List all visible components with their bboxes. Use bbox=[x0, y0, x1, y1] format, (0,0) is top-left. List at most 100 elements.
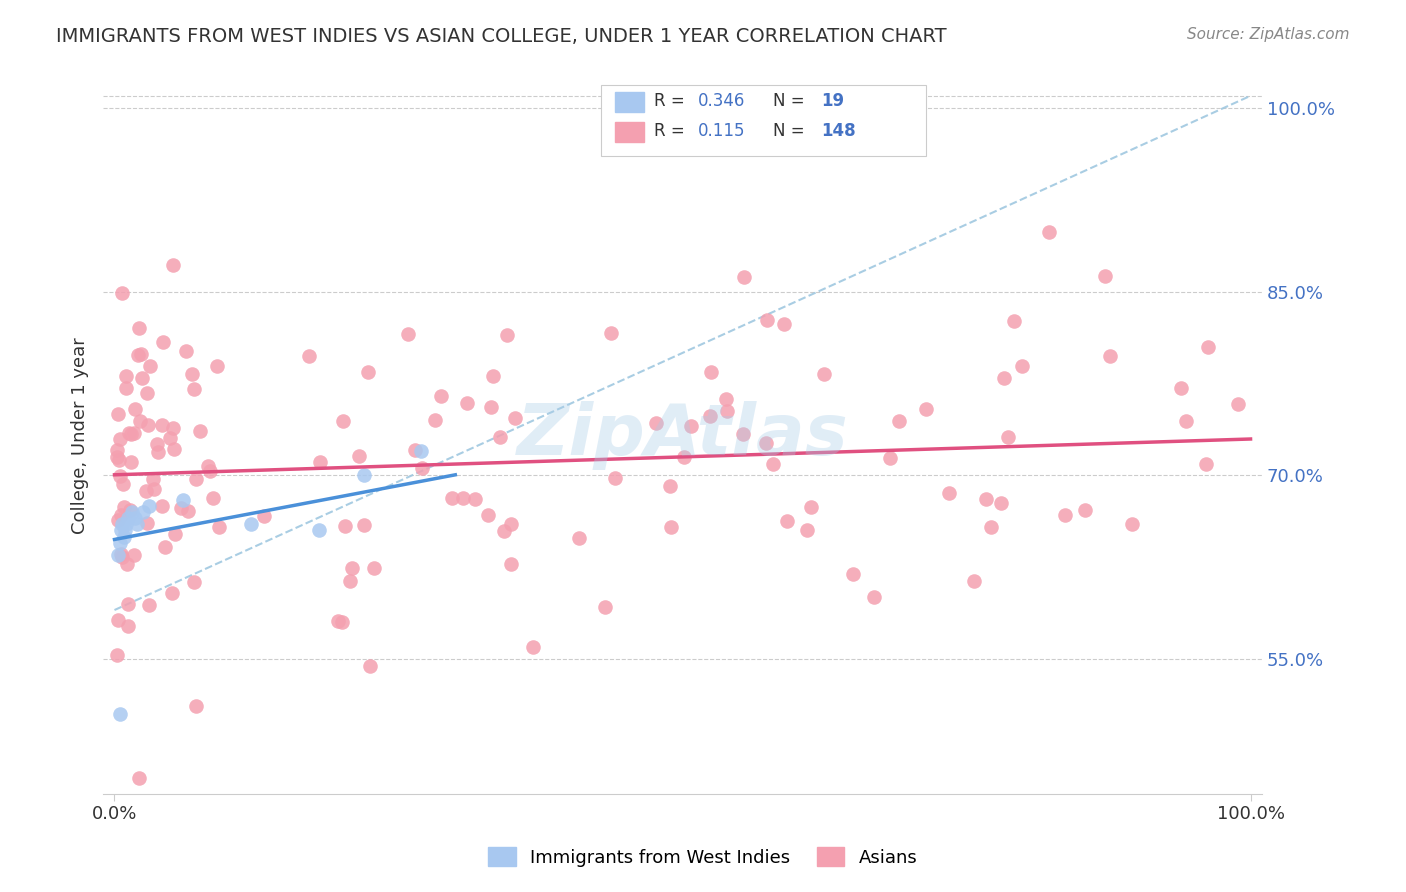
Text: 148: 148 bbox=[821, 122, 856, 140]
Point bbox=[121, 505, 143, 519]
Point bbox=[796, 523, 818, 537]
Point bbox=[464, 492, 486, 507]
Point bbox=[997, 430, 1019, 444]
Point bbox=[503, 411, 526, 425]
Point bbox=[128, 771, 150, 785]
Point bbox=[107, 453, 129, 467]
Point bbox=[773, 317, 796, 331]
Point bbox=[124, 402, 146, 417]
Point bbox=[309, 455, 332, 469]
Point bbox=[990, 496, 1012, 510]
Point bbox=[107, 548, 129, 562]
Point bbox=[716, 392, 738, 407]
Point bbox=[114, 524, 136, 538]
Point bbox=[108, 707, 131, 722]
Point bbox=[150, 417, 173, 432]
Point bbox=[163, 526, 186, 541]
Point bbox=[205, 359, 228, 373]
Point bbox=[700, 365, 723, 379]
Point bbox=[107, 408, 129, 422]
Point bbox=[117, 511, 139, 525]
Point bbox=[993, 371, 1015, 385]
Point bbox=[110, 547, 132, 561]
Text: ZipAtlas: ZipAtlas bbox=[516, 401, 848, 470]
Point bbox=[120, 455, 142, 469]
Point bbox=[330, 615, 353, 630]
Point bbox=[1002, 314, 1025, 328]
Point bbox=[308, 524, 330, 538]
Point bbox=[108, 468, 131, 483]
Text: N =: N = bbox=[773, 92, 810, 110]
Point bbox=[879, 451, 901, 466]
Point bbox=[174, 343, 197, 358]
Point bbox=[915, 402, 938, 417]
Point bbox=[800, 500, 823, 514]
Point bbox=[184, 699, 207, 714]
Point bbox=[1197, 340, 1219, 354]
Point bbox=[980, 520, 1002, 534]
Point bbox=[170, 501, 193, 516]
Point bbox=[1227, 397, 1250, 411]
Point bbox=[108, 535, 131, 549]
Point bbox=[1054, 508, 1077, 523]
Point bbox=[494, 524, 516, 539]
Point bbox=[477, 508, 499, 522]
Point bbox=[699, 409, 721, 423]
Point bbox=[1011, 359, 1033, 374]
Point bbox=[105, 648, 128, 662]
Point bbox=[105, 450, 128, 464]
Point bbox=[150, 499, 173, 513]
Point bbox=[162, 421, 184, 435]
Point bbox=[974, 492, 997, 507]
Point bbox=[111, 285, 134, 300]
Point bbox=[645, 416, 668, 430]
Point bbox=[124, 549, 146, 563]
FancyBboxPatch shape bbox=[616, 92, 644, 112]
Point bbox=[152, 335, 174, 350]
Point bbox=[456, 396, 478, 410]
Point bbox=[146, 444, 169, 458]
Bar bbox=[602, 85, 927, 156]
Point bbox=[326, 614, 349, 628]
Point bbox=[1170, 381, 1192, 395]
Point bbox=[111, 517, 134, 532]
Point bbox=[842, 566, 865, 581]
Point bbox=[333, 519, 356, 533]
Point bbox=[135, 483, 157, 498]
Point bbox=[451, 491, 474, 506]
Text: Source: ZipAtlas.com: Source: ZipAtlas.com bbox=[1187, 27, 1350, 42]
Point bbox=[122, 425, 145, 440]
Point bbox=[430, 389, 453, 403]
Point bbox=[117, 619, 139, 633]
Point bbox=[1094, 268, 1116, 283]
Point bbox=[398, 327, 420, 342]
Point bbox=[110, 508, 132, 523]
Point bbox=[776, 514, 799, 528]
Point bbox=[568, 531, 591, 545]
Point bbox=[127, 517, 149, 532]
Point bbox=[183, 382, 205, 396]
Point bbox=[813, 367, 835, 381]
Point bbox=[1195, 457, 1218, 471]
Point bbox=[733, 427, 755, 442]
Y-axis label: College, Under 1 year: College, Under 1 year bbox=[72, 337, 89, 534]
Point bbox=[115, 558, 138, 572]
Text: R =: R = bbox=[654, 122, 695, 140]
Point bbox=[201, 491, 224, 505]
Point bbox=[197, 458, 219, 473]
Point bbox=[357, 365, 380, 379]
Point bbox=[124, 511, 146, 525]
Point bbox=[120, 502, 142, 516]
Point bbox=[441, 491, 464, 505]
Point bbox=[128, 320, 150, 334]
Point bbox=[499, 516, 522, 531]
Point bbox=[499, 557, 522, 571]
Point bbox=[159, 431, 181, 445]
Point bbox=[889, 414, 911, 428]
Point bbox=[138, 499, 160, 513]
Point bbox=[755, 313, 778, 327]
Text: 0.115: 0.115 bbox=[697, 122, 745, 140]
Point bbox=[239, 517, 262, 532]
Point bbox=[129, 347, 152, 361]
Point bbox=[359, 659, 381, 673]
